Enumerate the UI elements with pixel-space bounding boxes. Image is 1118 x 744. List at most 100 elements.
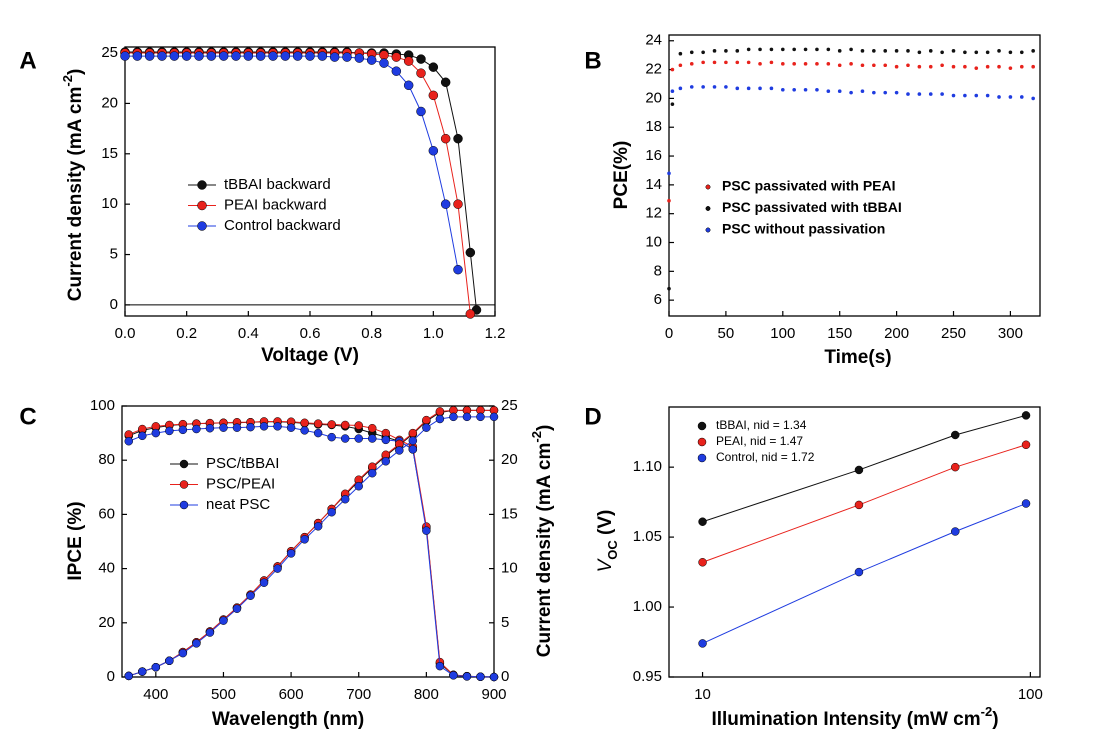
y2-tick-label: 25 (501, 397, 518, 414)
data-point (781, 47, 785, 52)
data-point (327, 507, 336, 517)
y-tick-label: 60 (98, 505, 115, 522)
y-tick-label: 1.05 (633, 528, 662, 545)
data-point (157, 51, 167, 61)
data-point (803, 87, 808, 92)
data-point (974, 93, 979, 98)
data-point (219, 616, 228, 625)
legend-marker (197, 221, 207, 231)
y-axis-label: IPCE (%) (65, 501, 86, 580)
data-point (1019, 50, 1024, 55)
y-tick-label: 0.95 (633, 668, 662, 685)
data-point (428, 62, 439, 72)
data-point (735, 60, 740, 65)
data-point (917, 92, 922, 96)
data-point (769, 47, 774, 52)
data-point (872, 63, 876, 68)
data-point (379, 50, 389, 60)
data-point (951, 49, 956, 53)
data-point (449, 671, 458, 680)
data-point (837, 89, 842, 93)
data-point (219, 423, 228, 432)
data-point (124, 671, 134, 681)
data-point (701, 85, 705, 89)
data-point (151, 428, 161, 438)
data-point (435, 407, 445, 416)
data-point (368, 423, 377, 433)
legend-marker (705, 184, 711, 190)
data-point (724, 85, 728, 89)
legend-marker (179, 480, 189, 489)
data-point (928, 92, 933, 96)
data-point (963, 93, 967, 98)
data-point (205, 423, 215, 433)
data-point (860, 89, 865, 93)
data-point (883, 90, 888, 95)
data-point (395, 446, 404, 455)
y-tick-label: 10 (101, 195, 118, 212)
data-point (678, 51, 683, 56)
y-tick-label: 16 (645, 147, 662, 164)
data-point (165, 656, 174, 665)
data-point (951, 527, 960, 536)
x-tick-label: 900 (481, 686, 506, 703)
data-point (698, 558, 707, 567)
data-point (667, 198, 671, 203)
data-point (300, 418, 309, 428)
data-point (997, 64, 1001, 69)
data-point (132, 51, 143, 61)
data-point (735, 49, 740, 53)
data-point (178, 425, 188, 435)
x-axis-label-part: -2 (981, 704, 993, 719)
y-tick-label: 8 (654, 262, 662, 279)
data-point (138, 431, 147, 441)
y-axis-label-part: V (595, 557, 616, 572)
x-axis-label-part: Wavelength (nm) (212, 709, 364, 730)
data-point (354, 434, 363, 443)
data-point (1019, 95, 1024, 99)
data-point (169, 51, 180, 61)
y2-tick-label: 0 (501, 668, 509, 685)
data-point (292, 51, 303, 61)
data-point (465, 309, 476, 319)
data-point (391, 52, 402, 62)
data-point (422, 423, 431, 432)
legend-label: tBBAI, nid = 1.34 (716, 418, 807, 432)
y2-axis-label-part: -2 (529, 431, 544, 443)
data-point (837, 49, 842, 53)
legend-label: PSC/PEAI (206, 475, 275, 492)
y-tick-label: 24 (645, 32, 662, 49)
data-point (860, 49, 865, 53)
panel-label: D (584, 403, 601, 430)
data-point (435, 661, 445, 671)
data-point (906, 63, 910, 68)
data-point (678, 63, 683, 68)
data-point (231, 51, 241, 61)
x-tick-label: 600 (279, 686, 304, 703)
data-point (165, 426, 174, 436)
legend-label: Control backward (224, 217, 341, 234)
data-point (273, 422, 282, 431)
data-point (259, 422, 269, 431)
y2-axis-label-part: ) (534, 425, 555, 431)
legend-marker (697, 453, 707, 463)
y-axis-label-part: PCE(%) (611, 141, 632, 210)
data-point (698, 517, 707, 526)
x-tick-label: 50 (718, 325, 735, 342)
data-point (422, 526, 431, 535)
data-point (408, 428, 418, 438)
y-tick-label: 12 (645, 205, 662, 222)
data-point (138, 667, 147, 676)
data-point (974, 66, 979, 70)
data-point (963, 50, 967, 55)
x-tick-label: 700 (346, 686, 371, 703)
y-tick-label: 0 (110, 296, 118, 313)
x-axis-label-part: ) (992, 709, 998, 730)
data-point (997, 49, 1001, 53)
plot-frame (668, 34, 1041, 317)
y-tick-label: 0 (107, 668, 115, 685)
data-point (951, 430, 960, 440)
data-point (883, 49, 888, 53)
data-point (194, 51, 204, 61)
